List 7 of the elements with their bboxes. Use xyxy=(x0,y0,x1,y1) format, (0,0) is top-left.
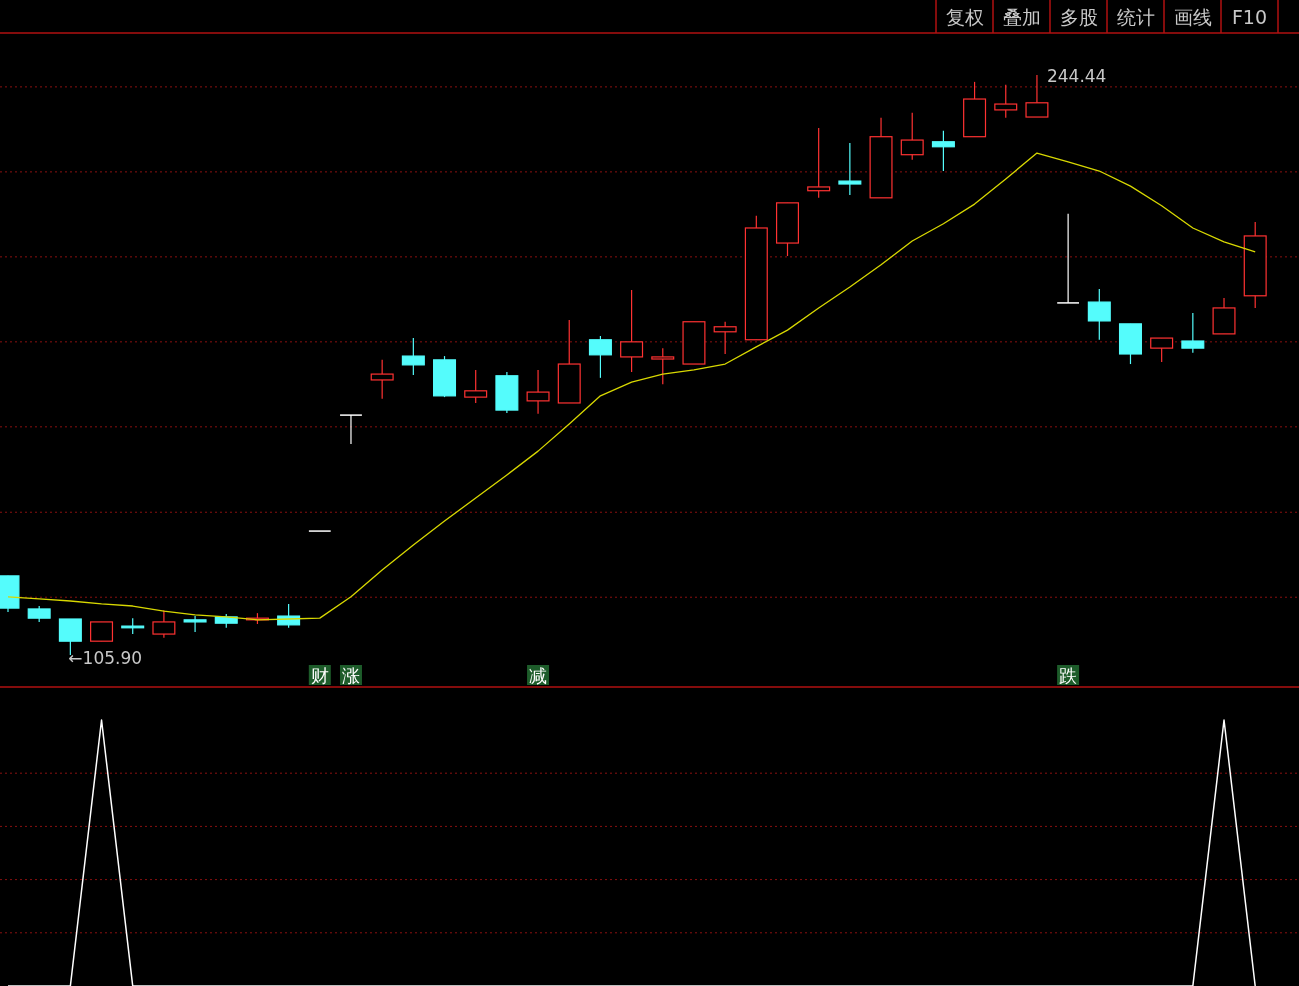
signal-label: 跌 xyxy=(1057,665,1080,686)
toolbar: 复权 叠加 多股 统计 画线 F10 xyxy=(0,0,1299,34)
text: ←105.90 xyxy=(68,648,143,668)
signal-label: 财 xyxy=(308,665,331,686)
signal-label: 减 xyxy=(527,665,550,686)
signal-label: 涨 xyxy=(340,665,362,686)
text: 244.44 xyxy=(1046,66,1107,86)
